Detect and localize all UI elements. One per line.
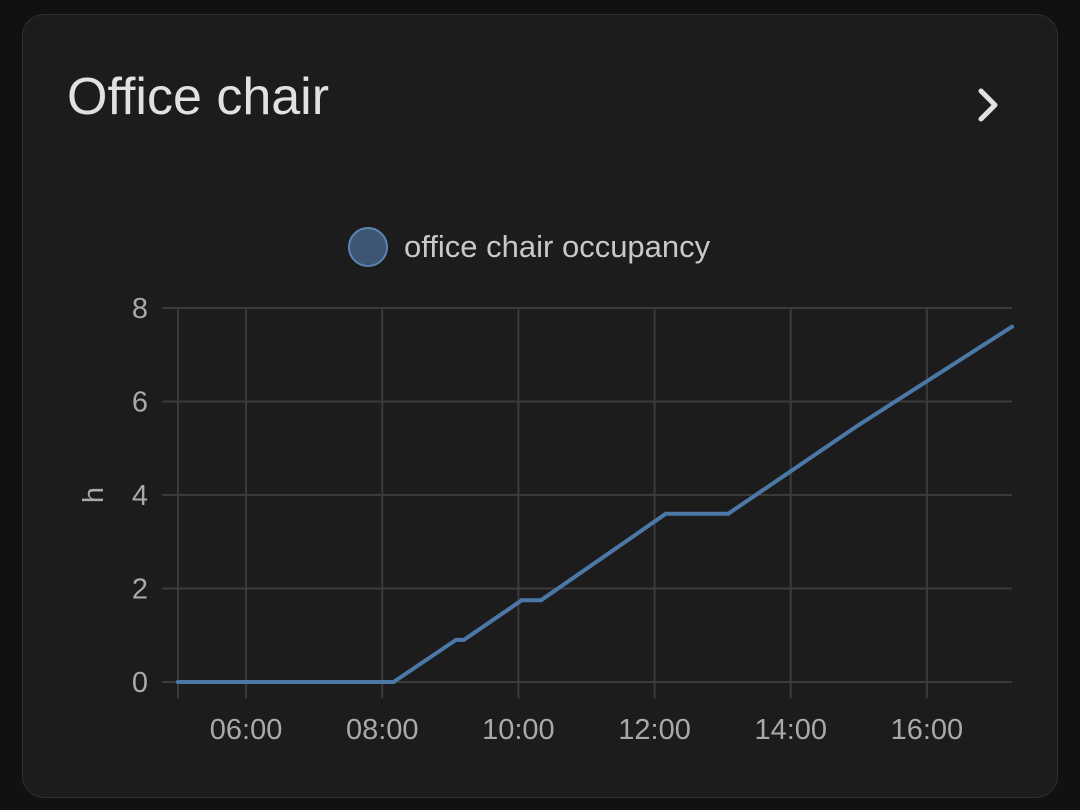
data-point[interactable]	[663, 511, 668, 516]
data-point[interactable]	[726, 511, 731, 516]
data-point[interactable]	[454, 637, 458, 642]
y-tick-label: 2	[132, 574, 148, 606]
data-point[interactable]	[391, 680, 396, 684]
x-tick-label: 10:00	[482, 714, 555, 746]
y-tick-label: 4	[132, 480, 148, 512]
data-point[interactable]	[539, 598, 544, 603]
data-point[interactable]	[461, 637, 466, 642]
legend-swatch	[348, 227, 388, 267]
x-tick-label: 06:00	[210, 714, 283, 746]
x-tick-label: 16:00	[891, 714, 964, 746]
data-point[interactable]	[1010, 324, 1014, 329]
x-tick-label: 14:00	[754, 714, 827, 746]
y-tick-label: 0	[132, 667, 148, 699]
series-line-occupancy[interactable]	[176, 324, 1014, 684]
x-tick-label: 08:00	[346, 714, 419, 746]
data-point[interactable]	[519, 598, 524, 603]
data-point[interactable]	[856, 422, 861, 427]
more-info-button[interactable]	[963, 79, 1015, 131]
chart-legend[interactable]: office chair occupancy	[348, 227, 711, 267]
data-point[interactable]	[176, 680, 180, 684]
chevron-right-icon	[978, 88, 998, 122]
y-axis-title: h	[78, 487, 110, 503]
y-tick-label: 6	[132, 387, 148, 419]
y-tick-label: 8	[132, 293, 148, 325]
x-tick-label: 12:00	[618, 714, 691, 746]
card-title: Office chair	[67, 68, 330, 126]
legend-label: office chair occupancy	[404, 229, 711, 264]
